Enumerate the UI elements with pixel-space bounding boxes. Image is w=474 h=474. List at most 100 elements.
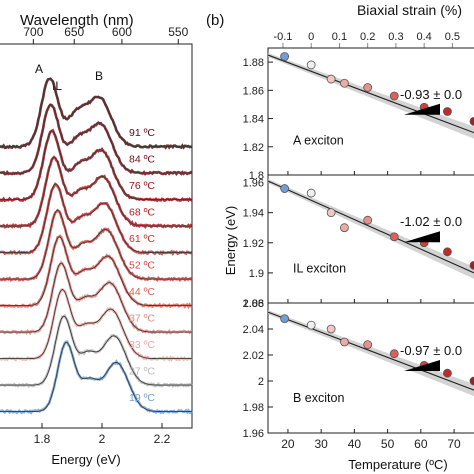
spectrum-fit: [0, 104, 192, 174]
data-point: [469, 260, 474, 270]
spectrum-data: [0, 103, 193, 177]
data-point: [389, 232, 399, 242]
y-tick-label: 2: [258, 376, 264, 388]
y-tick-label: 1.94: [243, 208, 264, 220]
x-tick-label: 2: [99, 432, 106, 446]
peak-label: A: [35, 62, 43, 76]
x-tick-label: 70: [447, 437, 461, 451]
data-point: [443, 368, 452, 378]
top-tick-label: 0: [308, 31, 314, 43]
slope-annotation: -0.97 ± 0.0: [400, 343, 462, 358]
data-point: [363, 83, 373, 92]
spectrum-fit: [0, 315, 192, 386]
spectrum: 61 ºC: [0, 182, 193, 257]
x-tick-label: 2.2: [154, 432, 171, 446]
y-axis-label: Energy (eV): [223, 206, 238, 275]
data-point: [326, 74, 336, 84]
top-tick-label: 650: [64, 25, 84, 39]
temperature-label: 76 ºC: [129, 180, 155, 192]
y-tick-label: 1.8: [249, 170, 264, 182]
panel-a: Wavelength (nm)700 650 600 550 1.8 2 2.2 Energy…: [0, 12, 194, 467]
y-tick-label: 1.96: [243, 428, 264, 440]
spectrum: 19 ºC: [0, 340, 193, 415]
y-tick-label: 1.88: [243, 298, 264, 310]
temperature-label: 19 ºC: [129, 392, 155, 404]
spectrum: 37 ºC: [0, 260, 192, 336]
spectrum: 76 ºC: [0, 128, 193, 203]
spectrum-data: [0, 313, 193, 389]
spectrum-data: [0, 182, 193, 257]
spectrum-data: [0, 155, 193, 230]
y-tick-label: 1.96: [243, 178, 264, 190]
data-point: [280, 314, 290, 324]
spectrum: 91 ºC: [0, 77, 193, 150]
y-tick-label: 1.92: [243, 238, 264, 250]
subplot-label: IL exciton: [293, 261, 346, 275]
spectrum: 33 ºC: [0, 287, 193, 362]
slope-annotation: -0.93 ± 0.0: [400, 87, 462, 102]
spectrum-fit: [0, 262, 192, 333]
data-point: [389, 349, 399, 359]
panel-b: Biaxial strain (%) -0.1 0 0.1 0.2 0.3 0.4 0.5 1.…: [223, 2, 474, 472]
y-tick-label: 1.98: [243, 402, 264, 414]
spectrum-data: [0, 287, 193, 362]
data-point: [443, 247, 452, 257]
peak-label: IL: [52, 79, 62, 93]
y-tick-label: 2.02: [243, 350, 264, 362]
data-point: [340, 337, 349, 347]
y-tick-label: 1.86: [243, 85, 264, 97]
top-tick-label: 0.2: [360, 31, 375, 43]
data-point: [306, 188, 316, 198]
data-point: [280, 184, 290, 193]
data-point: [469, 376, 474, 386]
top-tick-label: 700: [23, 25, 43, 39]
spectrum-fit: [0, 341, 192, 413]
plot-frame: [0, 43, 193, 429]
x-axis-label: Energy (eV): [51, 452, 120, 467]
temperature-label: 91 ºC: [129, 127, 155, 139]
spectrum-fit: [0, 236, 192, 307]
spectrum-fit: [0, 130, 192, 201]
top-axis-label: Wavelength (nm): [20, 12, 134, 29]
spectrum-data: [0, 208, 194, 282]
x-axis-label: Temperature (ºC): [348, 457, 447, 472]
slope-triangle: [404, 360, 440, 371]
subplot: 1.88 1.9 1.92 1.94 1.96 -1.02 ± 0.0 IL exciton: [243, 174, 474, 310]
subplot-label: A exciton: [293, 134, 344, 148]
data-point: [306, 60, 316, 70]
y-tick-label: 2.06: [243, 298, 264, 310]
fit-line: [267, 54, 474, 134]
spectrum-fit: [0, 77, 192, 148]
slope-triangle: [404, 103, 440, 115]
spectrum: 27 ºC: [0, 313, 193, 389]
data-point: [340, 223, 349, 233]
x-tick-label: 40: [348, 437, 362, 451]
data-point: [443, 107, 452, 116]
data-point: [306, 320, 316, 330]
spectrum-data: [0, 128, 193, 203]
top-tick-label: 600: [112, 25, 132, 39]
top-axis-label: Biaxial strain (%): [357, 2, 462, 18]
spectrum: 44 ºC: [0, 234, 193, 310]
data-point: [340, 78, 349, 88]
x-tick-label: 1.8: [34, 432, 51, 446]
temperature-label: 33 ºC: [129, 339, 155, 351]
data-point: [389, 91, 399, 101]
x-tick-label: 30: [314, 437, 328, 451]
y-tick-label: 1.82: [243, 142, 264, 154]
x-tick-label: 20: [281, 437, 295, 451]
top-tick-label: 550: [168, 25, 188, 39]
y-tick-label: 1.9: [249, 268, 264, 280]
subplot-frame: [267, 302, 474, 434]
slope-annotation: -1.02 ± 0.0: [400, 214, 462, 229]
top-tick-label: 0.3: [388, 31, 403, 43]
x-tick-label: 60: [414, 437, 428, 451]
slope-triangle: [404, 231, 440, 243]
spectrum: 68 ºC: [0, 155, 193, 230]
y-tick-label: 1.84: [243, 114, 264, 126]
data-point: [326, 208, 336, 218]
temperature-label: 84 ºC: [129, 154, 155, 166]
data-point: [326, 324, 336, 334]
subplot-label: B exciton: [293, 391, 344, 405]
